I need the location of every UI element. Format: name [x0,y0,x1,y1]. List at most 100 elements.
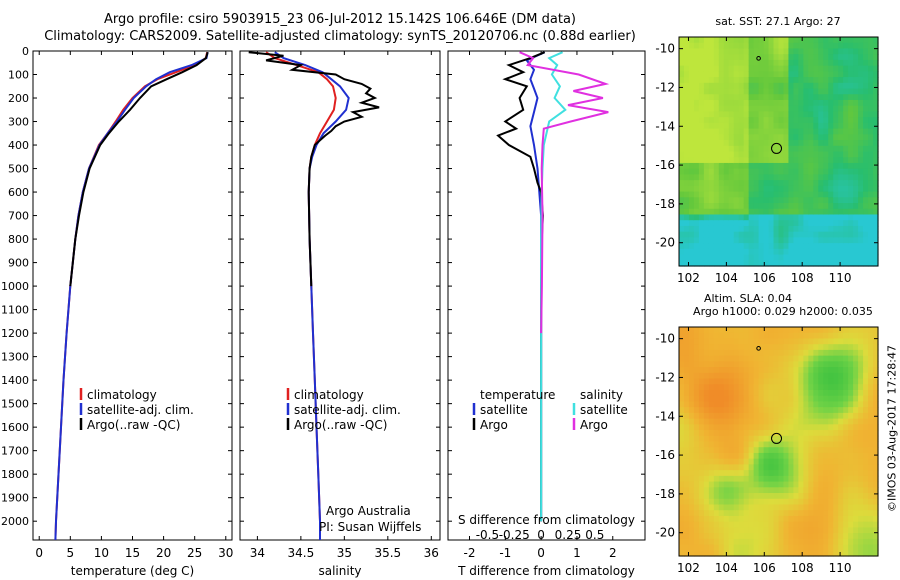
map-cell [743,117,750,124]
map-cell [723,452,730,460]
map-cell [748,544,755,551]
map-cell [813,389,819,397]
map-cell [748,37,755,44]
map-cell [813,367,819,374]
map-cell [728,191,735,198]
map-cell [773,412,780,420]
map-cell [743,470,750,477]
map-cell [688,487,695,494]
map-cell [723,140,730,147]
map-cell [863,527,869,534]
map-cell [813,550,819,557]
map-cell [693,412,700,420]
map-cell [758,254,765,261]
map-cell [783,464,790,471]
map-cell [693,203,700,210]
map-cell [698,412,705,420]
map-cell [868,510,874,517]
map-cell [703,372,710,380]
map-cell [828,145,834,153]
map-cell [728,122,735,130]
map-cell [773,94,780,101]
map-cell [833,452,839,460]
map-cell [758,533,765,540]
map-cell [843,533,849,540]
map-cell [853,538,859,546]
legend-label: satellite [480,403,528,417]
map-cell [793,395,799,403]
map-cell [698,401,705,408]
map-cell [873,538,879,546]
map-cell [713,145,720,153]
map-cell [788,42,795,50]
map-cell [753,168,760,175]
map-cell [833,475,839,483]
map-cell [753,248,760,256]
map-cell [838,174,844,181]
map-cell [838,367,844,374]
map-cell [703,117,710,124]
map-cell [808,510,814,517]
map-cell [858,82,864,90]
map-cell [688,71,695,78]
map-cell [848,145,854,153]
map-cell [768,424,775,431]
map-cell [828,248,834,256]
map-cell [853,162,859,170]
map-cell [828,544,834,551]
map-cell [693,510,700,517]
map-cell [868,59,874,67]
map-cell [778,515,785,523]
map-cell [853,447,859,454]
s-tick-label: 0.25 [555,528,582,542]
y-tick-label: 1000 [1,280,29,293]
map-cell [763,99,770,107]
map-cell [693,37,700,44]
map-cell [848,424,854,431]
map-cell [713,338,720,345]
map-cell [828,65,834,72]
map-cell [778,157,785,164]
map-cell [863,191,869,198]
map-cell [703,151,710,158]
map-cell [823,355,829,362]
map-cell [803,349,809,357]
map-cell [693,493,700,500]
map-cell [679,225,685,233]
map-cell [733,435,740,443]
map-cell [823,527,829,534]
map-cell [838,220,844,227]
map-cell [783,544,790,551]
map-cell [768,180,775,187]
map-cell [693,327,700,334]
map-cell [778,504,785,511]
legend-label: satellite-adj. clim. [294,403,401,417]
map-cell [833,191,839,198]
map-cell [753,338,760,345]
map-cell [873,59,879,67]
map-cell [743,220,750,227]
map-cell [813,237,819,244]
map-cell [698,430,705,437]
map-cell [813,521,819,528]
map-cell [698,515,705,523]
map-x-tick-label: 110 [829,561,852,575]
map-cell [873,338,879,345]
map-cell [813,458,819,465]
map-cell [763,344,770,351]
map-cell [753,243,760,250]
map-cell [763,134,770,141]
map-cell [768,475,775,483]
map-cell [703,538,710,546]
map-cell [688,111,695,118]
map-cell [843,452,849,460]
map-cell [698,418,705,425]
map-cell [848,412,854,420]
map-cell [728,151,735,158]
map-cell [778,510,785,517]
map-y-tick-label: -10 [655,332,675,346]
map-cell [848,128,854,135]
map-cell [723,42,730,50]
map-cell [718,59,725,67]
map-cell [788,493,795,500]
